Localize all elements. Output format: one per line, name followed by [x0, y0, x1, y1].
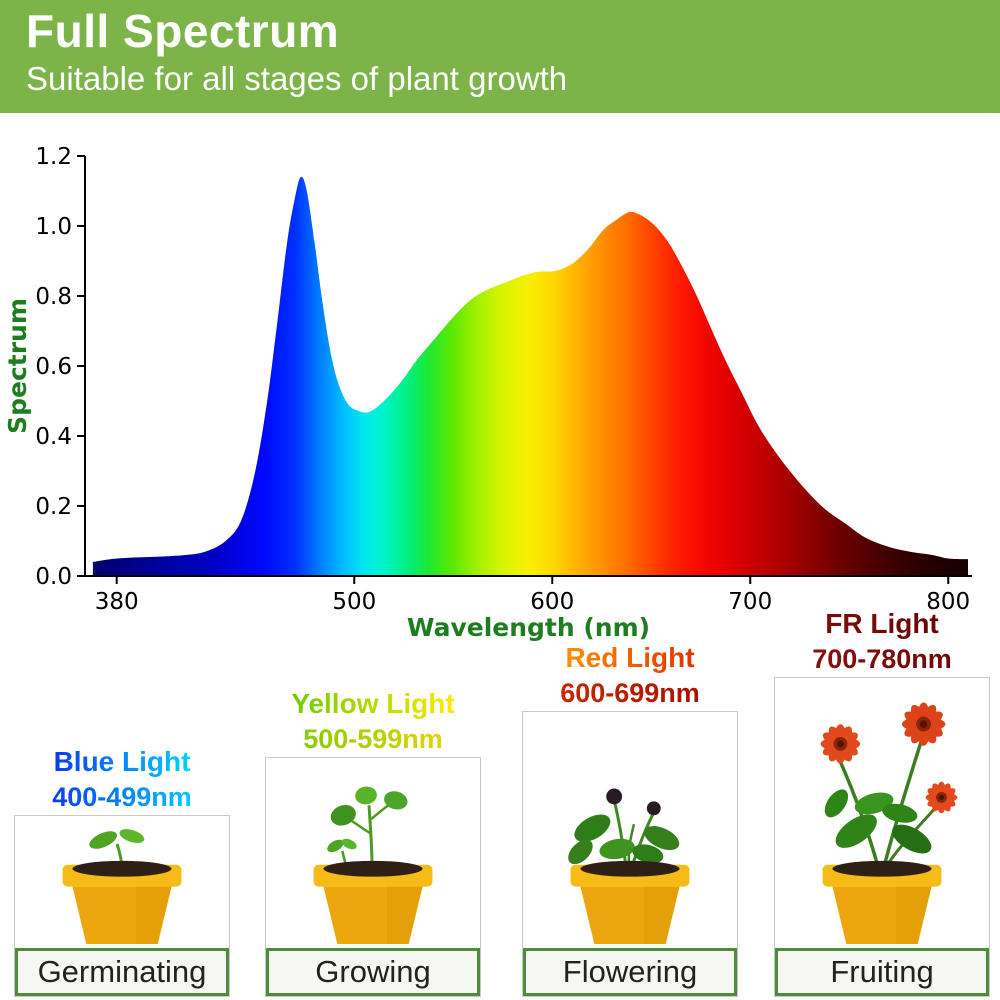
x-tick-label: 800 — [926, 589, 970, 615]
x-tick-label: 600 — [530, 589, 574, 615]
gerbera-flower-icon — [901, 702, 946, 746]
stage-heading: FR Light 700-780nm — [774, 608, 990, 674]
gerbera-flower-icon — [820, 724, 861, 764]
light-range: 500-599nm — [303, 724, 443, 754]
stage-label: Germinating — [15, 948, 229, 996]
germinating-seedling-icon — [62, 829, 182, 945]
spectrum-chart: 0.0 0.2 0.4 0.6 0.8 1.0 1.2 380 500 600 700 800 Wave… — [3, 144, 972, 642]
y-tick-label: 0.4 — [35, 424, 72, 450]
budding-plant-icon — [568, 788, 690, 945]
light-name: FR Light — [825, 608, 939, 639]
light-name: Yellow Light — [291, 688, 455, 719]
y-tick-label: 0.6 — [35, 354, 72, 380]
fruiting-flower-plant-icon — [820, 702, 958, 945]
flower-pot-icon — [313, 860, 433, 945]
x-tick-label: 700 — [728, 589, 772, 615]
gerbera-flower-icon — [925, 781, 958, 814]
y-axis-title: Spectrum — [3, 298, 32, 434]
page-subtitle: Suitable for all stages of plant growth — [26, 60, 568, 97]
y-tick-label: 1.2 — [35, 144, 72, 170]
light-range: 400-499nm — [52, 782, 192, 812]
y-tick-label: 0.8 — [35, 284, 72, 310]
flower-pot-icon — [822, 860, 942, 945]
stage-heading: Red Light 600-699nm — [522, 642, 738, 708]
header-banner: Full Spectrum Suitable for all stages of… — [0, 0, 1000, 113]
growing-plant-icon — [313, 786, 433, 945]
stage-label: Flowering — [523, 948, 737, 996]
stage-label: Growing — [266, 948, 480, 996]
x-axis-title: Wavelength (nm) — [407, 613, 650, 642]
light-range: 600-699nm — [560, 678, 700, 708]
y-tick-label: 1.0 — [35, 214, 72, 240]
y-tick-label: 0.0 — [35, 564, 72, 590]
flower-pot-icon — [570, 860, 690, 945]
stage-card: Germinating — [14, 815, 230, 997]
y-tick-label: 0.2 — [35, 494, 72, 520]
stage-column-flowering: Red Light 600-699nm — [522, 642, 738, 997]
stage-heading: Yellow Light 500-599nm — [265, 688, 481, 754]
stage-column-fruiting: FR Light 700-780nm — [774, 608, 990, 997]
stage-column-growing: Yellow Light 500-599nm — [265, 688, 481, 997]
stage-card: Flowering — [522, 711, 738, 997]
stage-card: Fruiting — [774, 677, 990, 997]
light-range: 700-780nm — [812, 644, 952, 674]
page-title: Full Spectrum — [26, 5, 340, 57]
stage-card: Growing — [265, 757, 481, 997]
flower-pot-icon — [62, 860, 182, 945]
x-tick-label: 380 — [95, 589, 139, 615]
light-name: Blue Light — [53, 746, 191, 777]
stage-label: Fruiting — [775, 948, 989, 996]
light-name: Red Light — [565, 642, 695, 673]
stage-heading: Blue Light 400-499nm — [14, 746, 230, 812]
stage-column-germinating: Blue Light 400-499nm Germinating — [14, 746, 230, 997]
x-tick-label: 500 — [332, 589, 376, 615]
spectrum-area — [92, 176, 968, 576]
